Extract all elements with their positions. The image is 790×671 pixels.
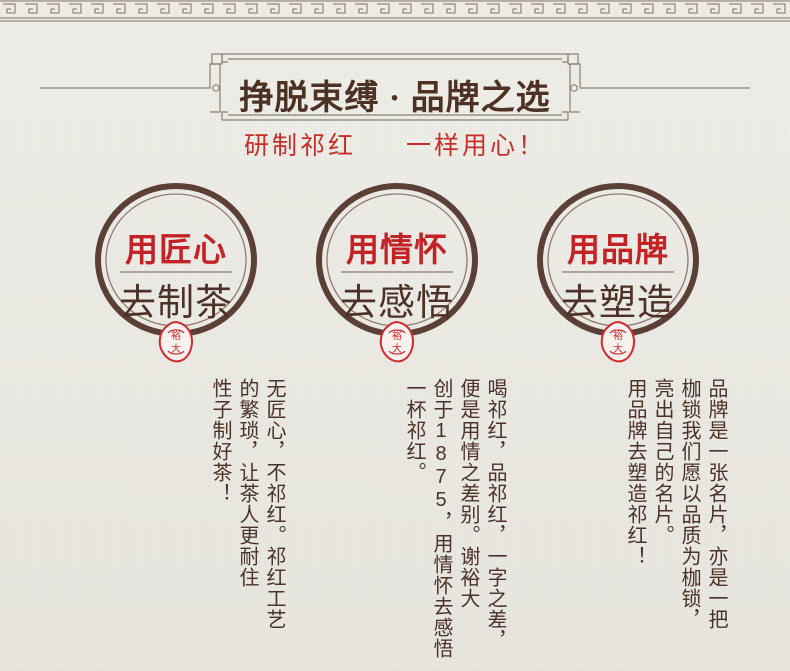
craft-seal: 裕 大: [158, 321, 194, 363]
top-border-fret: [201, 3, 214, 14]
craft-seal-text-2: 大: [171, 342, 181, 355]
brand-column-4: 用品牌去塑造祁红！: [624, 378, 646, 567]
emotion-seal-text-1: 裕: [392, 329, 402, 342]
top-border-fret: [245, 3, 258, 14]
brand-seal-text-1: 裕: [613, 329, 623, 342]
top-border-fret: [91, 3, 104, 14]
emotion-seal-text-2: 大: [392, 342, 402, 355]
emotion-column-4: 一杯祁红。: [403, 378, 425, 483]
emotion-description: 喝祁红，品祁红，一字之差， 便是用情之差别。谢裕大 创于1875，用情怀去感悟 …: [335, 378, 506, 659]
brand-subtitle: 去塑造: [561, 282, 675, 323]
brand-column-1: 品牌是一张名片，亦是一把: [705, 378, 727, 630]
craft-description: 无匠心，不祁红。祁红工艺 的繁琐，让茶人更耐住 性子制好茶！: [114, 378, 285, 652]
title-dot: ·: [388, 80, 402, 117]
brand-title: 用品牌: [567, 233, 669, 269]
brand-seal-text-2: 大: [613, 342, 623, 355]
top-border-fret: [707, 3, 720, 14]
emotion-subtitle: 去感悟: [340, 282, 454, 323]
top-border-fret: [575, 3, 588, 14]
top-border-fret: [487, 3, 500, 14]
title-right: 品牌之选: [410, 80, 551, 117]
brand-column-3: 亮出自己的名片。: [651, 378, 673, 546]
brand-seal: 裕 大: [600, 321, 636, 363]
top-border-fret: [135, 3, 148, 14]
top-border-fret: [267, 3, 280, 14]
brand-column-2: 枷锁我们愿以品质为枷锁，: [678, 378, 700, 630]
top-border-fret: [421, 3, 434, 14]
top-border-fret: [663, 3, 676, 14]
emotion-column-3: 创于1875，用情怀去感悟: [430, 378, 452, 659]
top-border-fret: [641, 3, 654, 14]
top-border-fret: [289, 3, 302, 14]
craft-subtitle: 去制茶: [119, 282, 233, 323]
top-border-fret: [355, 3, 368, 14]
emotion-column-1: 喝祁红，品祁红，一字之差，: [484, 378, 506, 651]
emotion-column-2: 便是用情之差别。谢裕大: [457, 378, 479, 609]
craft-seal-text-1: 裕: [171, 329, 181, 342]
emotion-card: 用情怀 去感悟 裕 大 喝祁红，品祁红，一字之差， 便是用情之差别。谢裕大 创于…: [307, 162, 506, 662]
top-border-fret: [47, 3, 60, 14]
subtitle-right: 一样用心！: [405, 132, 546, 160]
title-frame: 挣脱束缚 · 品牌之选: [40, 46, 750, 138]
emotion-seal: 裕 大: [379, 321, 415, 363]
craft-column-2: 的繁琐，让茶人更耐住: [236, 378, 258, 588]
top-border-fret: [729, 3, 742, 14]
top-border-fret: [179, 3, 192, 14]
top-border-fret: [399, 3, 412, 14]
top-border-fret: [311, 3, 324, 14]
top-border-fret: [553, 3, 566, 14]
top-border-fret: [773, 3, 786, 14]
top-border-fret: [223, 3, 236, 14]
top-border-fret: [685, 3, 698, 14]
craft-title: 用匠心: [125, 233, 227, 269]
brand-description: 品牌是一张名片，亦是一把 枷锁我们愿以品质为枷锁， 亮出自己的名片。 用品牌去塑…: [556, 378, 727, 652]
top-border-fret: [69, 3, 82, 14]
top-border-fret: [619, 3, 632, 14]
top-border-fret: [333, 3, 346, 14]
craft-column-3: 性子制好茶！: [209, 378, 231, 504]
top-border-fret: [443, 3, 456, 14]
craft-column-1: 无匠心，不祁红。祁红工艺: [263, 378, 285, 630]
craft-card: 用匠心 去制茶 裕 大 无匠心，不祁红。祁红工艺 的繁琐，让茶人更耐住 性子制好…: [86, 162, 285, 662]
top-border-fret: [597, 3, 610, 14]
subtitle-left: 研制祁红: [244, 132, 357, 160]
page-subtitle: 研制祁红 一样用心！: [0, 126, 790, 162]
top-border-fret: [113, 3, 126, 14]
emotion-title: 用情怀: [346, 233, 448, 269]
top-border-fret: [377, 3, 390, 14]
title-left: 挣脱束缚: [239, 80, 380, 117]
top-border-fret: [465, 3, 478, 14]
brand-card: 用品牌 去塑造 裕 大 品牌是一张名片，亦是一把 枷锁我们愿以品质为枷锁， 亮出…: [528, 162, 727, 662]
top-border-fret: [25, 3, 38, 14]
craft-badge: 用匠心 去制茶: [86, 174, 266, 346]
top-border-fret: [531, 3, 544, 14]
top-border-fret: [157, 3, 170, 14]
top-border-fret: [509, 3, 522, 14]
page-title: 挣脱束缚 · 品牌之选: [40, 70, 750, 119]
top-border-fret: [3, 3, 16, 14]
top-border-fret: [751, 3, 764, 14]
decorative-top-border: [0, 0, 790, 22]
